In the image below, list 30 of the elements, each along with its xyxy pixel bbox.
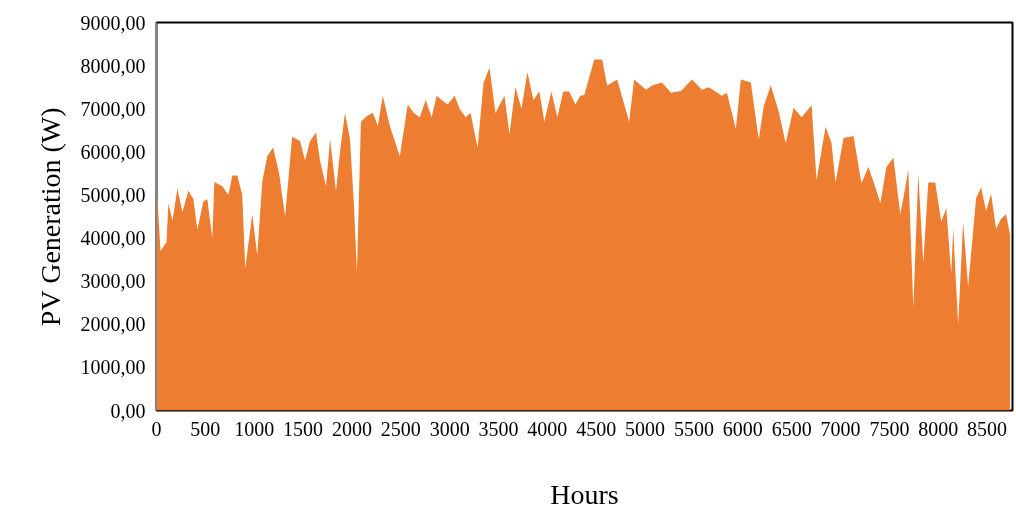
y-tick-label: 9000,00 [80, 11, 146, 34]
x-tick-label: 6000 [722, 417, 763, 440]
x-tick-label: 4500 [576, 417, 617, 440]
y-tick-label: 8000,00 [80, 54, 146, 77]
x-tick-label: 1000 [234, 417, 275, 440]
y-tick-label: 3000,00 [80, 270, 146, 293]
y-tick-label: 0,00 [110, 399, 146, 422]
y-tick-label: 1000,00 [80, 356, 146, 379]
x-tick-label: 0 [151, 417, 162, 440]
x-tick-label: 2500 [380, 417, 421, 440]
y-tick-label: 7000,00 [80, 97, 146, 120]
x-tick-label: 4000 [527, 417, 568, 440]
y-axis-title: PV Generation (W) [34, 107, 66, 327]
y-tick-label: 4000,00 [80, 227, 146, 250]
x-axis-title: Hours [550, 478, 619, 510]
x-tick-label: 3500 [478, 417, 519, 440]
x-tick-label: 5000 [625, 417, 666, 440]
x-tick-label: 1500 [283, 417, 324, 440]
x-tick-label: 500 [190, 417, 221, 440]
y-tick-label: 5000,00 [80, 183, 146, 206]
x-tick-label: 8000 [918, 417, 959, 440]
x-tick-label: 5500 [673, 417, 714, 440]
x-tick-label: 7500 [869, 417, 910, 440]
y-tick-label: 2000,00 [80, 313, 146, 336]
x-tick-label: 2000 [331, 417, 372, 440]
x-tick-label: 7000 [820, 417, 861, 440]
x-tick-label: 6500 [771, 417, 812, 440]
x-tick-label: 3000 [429, 417, 470, 440]
y-tick-label: 6000,00 [80, 140, 146, 163]
x-tick-label: 8500 [967, 417, 1008, 440]
